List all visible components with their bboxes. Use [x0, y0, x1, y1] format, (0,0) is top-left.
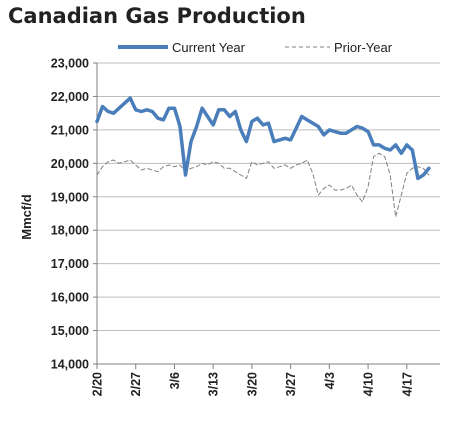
x-tick-label-3-6: 3/6 — [168, 372, 182, 389]
x-tick-label-2-20: 2/20 — [91, 372, 105, 396]
y-tick-label-16000: 16,000 — [51, 291, 89, 305]
y-tick-label-19000: 19,000 — [51, 190, 89, 204]
y-ticks: 14,000 15,000 16,000 17,000 18,000 19,000 20,0… — [51, 57, 97, 372]
y-tick-label-23000: 23,000 — [51, 57, 89, 71]
series-group — [95, 96, 431, 218]
y-tick-label-20000: 20,000 — [51, 157, 89, 171]
x-tick-label-3-13: 3/13 — [207, 372, 221, 396]
x-tick-label-3-20: 3/20 — [245, 372, 259, 396]
legend-current-year-label: Current Year — [172, 40, 246, 55]
y-tick-label-21000: 21,000 — [51, 123, 89, 137]
gridlines — [97, 62, 440, 365]
x-ticks: 2/20 2/27 3/6 3/13 3/20 3/27 4/3 4/10 4/17 — [91, 364, 414, 396]
series-line-prior-year — [96, 152, 430, 218]
y-tick-label-14000: 14,000 — [51, 358, 89, 372]
x-tick-label-4-17: 4/17 — [400, 372, 414, 396]
y-tick-label-18000: 18,000 — [51, 224, 89, 238]
y-tick-label-17000: 17,000 — [51, 257, 89, 271]
y-tick-label-22000: 22,000 — [51, 90, 89, 104]
chart-title: Canadian Gas Production — [8, 4, 306, 28]
x-tick-label-2-27: 2/27 — [129, 372, 143, 396]
x-tick-label-3-27: 3/27 — [284, 372, 298, 396]
legend: Current Year Prior-Year — [118, 40, 393, 55]
x-tick-label-4-3: 4/3 — [323, 372, 337, 389]
x-tick-label-4-10: 4/10 — [362, 372, 376, 396]
y-tick-label-15000: 15,000 — [51, 324, 89, 338]
axes — [96, 63, 440, 365]
legend-prior-year-label: Prior-Year — [334, 40, 393, 55]
series-line-current-year — [95, 96, 431, 181]
y-axis-label: Mmcf/d — [19, 194, 34, 240]
